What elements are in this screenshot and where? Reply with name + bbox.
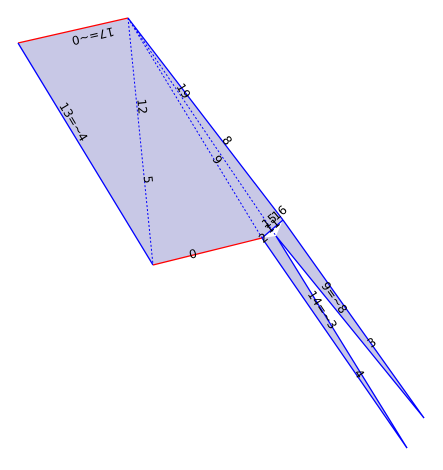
junction-edge xyxy=(261,219,284,239)
edges xyxy=(17,17,425,449)
spike-left-inner xyxy=(275,235,408,449)
diagonal-19 xyxy=(127,17,263,239)
label-diagonal-5: 5 xyxy=(141,175,156,184)
top-edge xyxy=(17,17,129,44)
diagonal-12-5 xyxy=(127,17,154,266)
right-edge-8 xyxy=(127,17,284,221)
left-edge xyxy=(17,42,154,266)
label-diagonal-19: 19 xyxy=(173,81,193,101)
label-diagonal-12: 12 xyxy=(134,98,150,115)
main-quad-region xyxy=(18,18,283,265)
spike-right-outer xyxy=(282,219,425,419)
bottom-edge xyxy=(152,237,263,266)
right-spike-region xyxy=(276,220,424,418)
interior-diagonals xyxy=(127,17,277,266)
spike-left-outer xyxy=(261,237,408,449)
spike-right-inner xyxy=(275,235,425,419)
label-bottom-edge: 0 xyxy=(188,246,199,261)
